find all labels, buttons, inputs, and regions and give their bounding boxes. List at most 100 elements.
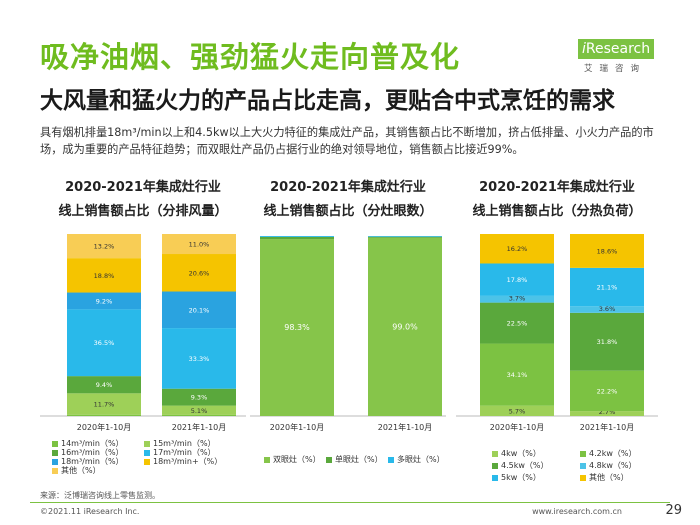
- chart3-bar-2-segment-3: [570, 312, 644, 371]
- chart1-legend-item-5: 18m³/min（%）: [52, 456, 124, 467]
- legend-label: 18m³/min（%）: [61, 457, 124, 466]
- page-number: 29: [665, 503, 682, 518]
- chart2-bar-1-label-1: 98.3%: [284, 323, 310, 332]
- legend-swatch: [388, 456, 394, 463]
- legend-swatch: [144, 458, 150, 465]
- footer-divider: [30, 502, 670, 503]
- chart3-bar-2-label-1: 2.7%: [599, 408, 616, 416]
- chart2-legend-item-3: 多眼灶（%）: [388, 454, 445, 465]
- legend-label: 14m³/min（%）: [61, 439, 124, 448]
- legend-label: 4.8kw（%）: [589, 461, 637, 470]
- legend-label: 其他（%）: [61, 466, 101, 475]
- chart1-bar-2-label-7: 11.0%: [189, 241, 210, 249]
- chart1-title: 2020-2021年集成灶行业 线上销售额占比（分排风量）: [40, 176, 246, 224]
- legend-label: 其他（%）: [589, 473, 629, 482]
- chart2-title-line2: 线上销售额占比（分灶眼数）: [263, 204, 433, 219]
- legend-swatch: [52, 440, 58, 447]
- chart1-bar-2-label-6: 20.6%: [189, 269, 210, 277]
- chart2-bar-1-segment-3: [260, 236, 334, 237]
- chart1-bar-1-segment-4: [67, 309, 141, 377]
- chart3-legend-item-5: 5kw（%）: [492, 472, 541, 483]
- legend-swatch: [492, 450, 498, 457]
- legend-swatch: [52, 449, 58, 456]
- chart1-bar-1-segment-7: [67, 234, 141, 259]
- legend-swatch: [580, 450, 586, 457]
- legend-label: 4kw（%）: [501, 449, 541, 458]
- chart1-bar-1-segment-2: [67, 393, 141, 415]
- chart3-title: 2020-2021年集成灶行业 线上销售额占比（分热负荷）: [456, 176, 658, 224]
- chart3-bar-1-segment-5: [480, 263, 554, 296]
- legend-swatch: [580, 474, 586, 481]
- legend-swatch: [144, 440, 150, 447]
- legend-label: 双眼灶（%）: [273, 455, 321, 464]
- legend-swatch: [580, 462, 586, 469]
- legend-swatch: [492, 462, 498, 469]
- legend-swatch: [144, 449, 150, 456]
- legend-swatch: [52, 458, 58, 465]
- iresearch-logo: iResearch 艾瑞咨询: [578, 38, 662, 74]
- chart3-bar-2-segment-1: [570, 411, 644, 416]
- chart3-bar-2-label-6: 18.6%: [597, 247, 618, 255]
- chart3-bar-2-segment-6: [570, 234, 644, 268]
- chart2-x-tick-2: 2021年1-10月: [378, 422, 433, 432]
- chart1-x-tick-2: 2021年1-10月: [172, 422, 227, 432]
- chart1-bar-1-segment-5: [67, 292, 141, 310]
- legend-label: 17m³/min（%）: [153, 448, 216, 457]
- chart2-x-tick-1: 2020年1-10月: [270, 422, 325, 432]
- chart2-legend-item-2: 单眼灶（%）: [326, 454, 383, 465]
- legend-swatch: [326, 456, 332, 463]
- chart2-legend-item-1: 双眼灶（%）: [264, 454, 321, 465]
- website-link[interactable]: www.iresearch.com.cn: [532, 507, 622, 516]
- chart1-title-line2: 线上销售额占比（分排风量）: [58, 204, 228, 219]
- chart3-legend-item-1: 4kw（%）: [492, 448, 541, 459]
- chart1-bar-1-label-6: 18.8%: [94, 272, 115, 280]
- chart3-title-line2: 线上销售额占比（分热负荷）: [472, 204, 642, 219]
- legend-label: 15m³/min（%）: [153, 439, 216, 448]
- chart1-bar-2-segment-1: [162, 414, 236, 416]
- chart2-bar-1-segment-2: [260, 236, 334, 240]
- chart1-bar-2-segment-2: [162, 405, 236, 415]
- legend-label: 4.5kw（%）: [501, 461, 549, 470]
- chart1-x-tick-1: 2020年1-10月: [77, 422, 132, 432]
- chart3-bar-1-label-4: 3.7%: [509, 295, 526, 303]
- chart3-bar-1-segment-4: [480, 295, 554, 303]
- chart3-bar-1-segment-3: [480, 302, 554, 344]
- chart3-bar-1-label-1: 5.7%: [509, 407, 526, 415]
- chart1-bar-1-segment-6: [67, 258, 141, 293]
- chart2-bar-2-segment-3: [368, 236, 442, 237]
- legend-label: 4.2kw（%）: [589, 449, 637, 458]
- chart2-title: 2020-2021年集成灶行业 线上销售额占比（分灶眼数）: [250, 176, 446, 224]
- chart3-bar-2-label-3: 31.8%: [597, 338, 618, 346]
- chart1-bar-2-label-5: 20.1%: [189, 306, 210, 314]
- chart1-legend-item-7: 其他（%）: [52, 465, 101, 476]
- chart2-title-line1: 2020-2021年集成灶行业: [270, 180, 426, 195]
- chart3-bar-1-label-5: 17.8%: [507, 276, 528, 284]
- chart1-bar-2-label-3: 9.3%: [191, 394, 208, 402]
- chart3-bar-1-label-2: 34.1%: [507, 371, 528, 379]
- page-title: 吸净油烟、强劲猛火走向普及化: [40, 40, 461, 74]
- chart3-bar-1-segment-1: [480, 405, 554, 416]
- legend-swatch: [52, 467, 58, 474]
- chart3-bar-2-segment-4: [570, 306, 644, 313]
- chart1-bar-1-segment-1: [67, 414, 141, 416]
- legend-label: 16m³/min（%）: [61, 448, 124, 457]
- legend-label: 单眼灶（%）: [335, 455, 383, 464]
- chart1-legend-item-3: 16m³/min（%）: [52, 447, 124, 458]
- chart1-bar-2-label-2: 5.1%: [191, 407, 208, 415]
- chart3-legend-item-3: 4.5kw（%）: [492, 460, 549, 471]
- page-subtitle: 大风量和猛火力的产品占比走高，更贴合中式烹饪的需求: [40, 88, 615, 114]
- chart1-bar-1-label-2: 11.7%: [94, 401, 115, 409]
- chart3-bar-1-label-6: 16.2%: [507, 245, 528, 253]
- chart1-bar-2-label-4: 33.3%: [189, 355, 210, 363]
- chart3-legend-item-6: 其他（%）: [580, 472, 629, 483]
- chart2-bar-2-label-1: 99.0%: [392, 322, 418, 331]
- chart2-bar-2-segment-2: [368, 236, 442, 238]
- chart3-bar-2-label-2: 22.2%: [597, 387, 618, 395]
- chart1-legend-item-1: 14m³/min（%）: [52, 438, 124, 449]
- chart1-title-line1: 2020-2021年集成灶行业: [65, 180, 221, 195]
- chart3-bar-2-label-5: 21.1%: [597, 284, 618, 292]
- legend-label: 5kw（%）: [501, 473, 541, 482]
- source-note: 来源：泛博瑞咨询线上零售监测。: [40, 491, 160, 500]
- chart3-bar-1-label-3: 22.5%: [507, 320, 528, 328]
- legend-swatch: [492, 474, 498, 481]
